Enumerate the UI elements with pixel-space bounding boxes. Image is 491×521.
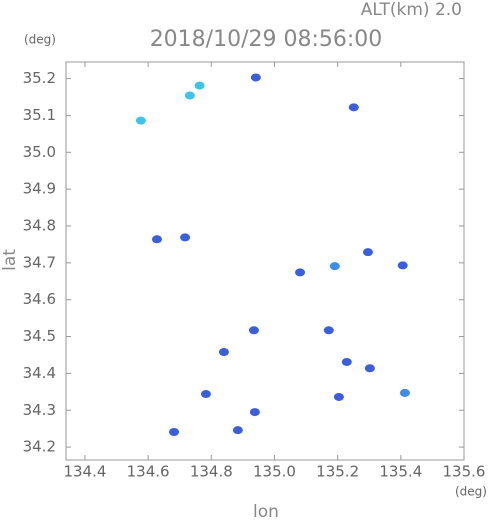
- plot-frame: [65, 61, 465, 461]
- echo: [232, 426, 243, 435]
- x-unit: (deg): [455, 485, 487, 499]
- y-tick-label: 34.2: [23, 438, 56, 456]
- x-tick-label: 134.6: [127, 463, 170, 481]
- y-tick-label: 35.2: [23, 69, 56, 87]
- x-tick-label: 135.6: [443, 463, 486, 481]
- x-tick-label: 135.2: [316, 463, 359, 481]
- echo: [248, 326, 259, 335]
- chart-title: 2018/10/29 08:56:00: [150, 27, 383, 52]
- echo: [250, 73, 261, 82]
- echo: [184, 91, 195, 100]
- y-tick-label: 34.7: [23, 253, 56, 271]
- y-tick-label: 35.0: [23, 143, 56, 161]
- x-tick-label: 134.4: [63, 463, 106, 481]
- y-tick-label: 34.4: [23, 364, 56, 382]
- y-tick-label: 34.6: [23, 290, 56, 308]
- x-tick-label: 134.8: [190, 463, 233, 481]
- x-axis-label: lon: [253, 502, 279, 521]
- echo: [194, 81, 205, 90]
- x-tick-label: 135.0: [253, 463, 296, 481]
- echo: [399, 388, 410, 397]
- echo: [329, 262, 340, 271]
- echo: [151, 235, 162, 244]
- echo: [135, 116, 146, 125]
- y-tick-label: 34.8: [23, 216, 56, 234]
- echo: [341, 357, 352, 366]
- y-tick-label: 34.5: [23, 327, 56, 345]
- echo: [348, 103, 359, 112]
- echo: [249, 408, 260, 417]
- echo: [295, 268, 306, 277]
- altitude: ALT(km) 2.0: [361, 0, 462, 20]
- y-unit: (deg): [24, 33, 56, 47]
- echo: [364, 364, 375, 373]
- echo: [218, 348, 229, 357]
- y-tick-label: 34.9: [23, 180, 56, 198]
- y-tick-label: 34.3: [23, 401, 56, 419]
- echo: [323, 326, 334, 335]
- x-tick-label: 135.4: [379, 463, 422, 481]
- echo: [200, 390, 211, 399]
- echo: [169, 427, 180, 436]
- echo: [180, 233, 191, 242]
- echo: [362, 248, 373, 257]
- y-tick-label: 35.1: [23, 106, 56, 124]
- echo: [333, 392, 344, 401]
- y-axis-label: lat: [0, 249, 20, 271]
- echo: [397, 261, 408, 270]
